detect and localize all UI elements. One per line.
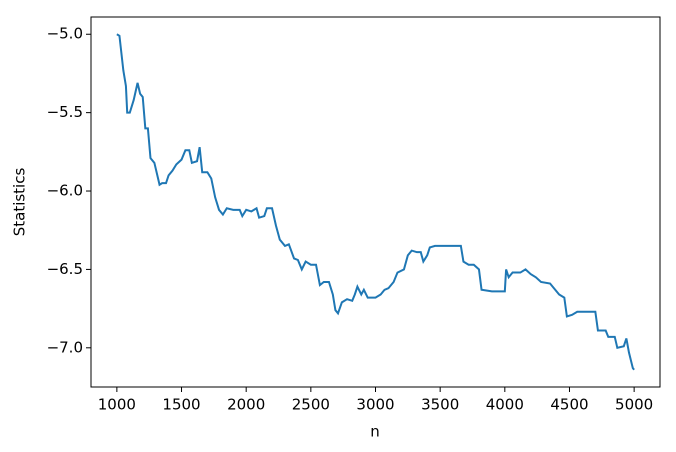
x-axis-label: n [370,423,380,441]
x-tick-label: 1500 [162,396,200,414]
y-tick-label: −6.0 [47,182,83,200]
axes-frame [90,16,661,388]
x-tick-label: 3000 [356,396,394,414]
y-tick-label: −6.5 [47,260,83,278]
x-tick-label: 2000 [227,396,265,414]
y-tick-label: −5.0 [47,25,83,43]
x-tick-label: 4000 [486,396,524,414]
x-tick-label: 4500 [550,396,588,414]
data-line [116,33,635,371]
y-axis-label: Statistics [11,168,29,237]
x-tick-label: 3500 [421,396,459,414]
x-tick-label: 2500 [292,396,330,414]
y-tick-label: −5.5 [47,103,83,121]
x-tick-label: 5000 [615,396,653,414]
x-tick-label: 1000 [98,396,136,414]
y-tick-label: −7.0 [47,338,83,356]
